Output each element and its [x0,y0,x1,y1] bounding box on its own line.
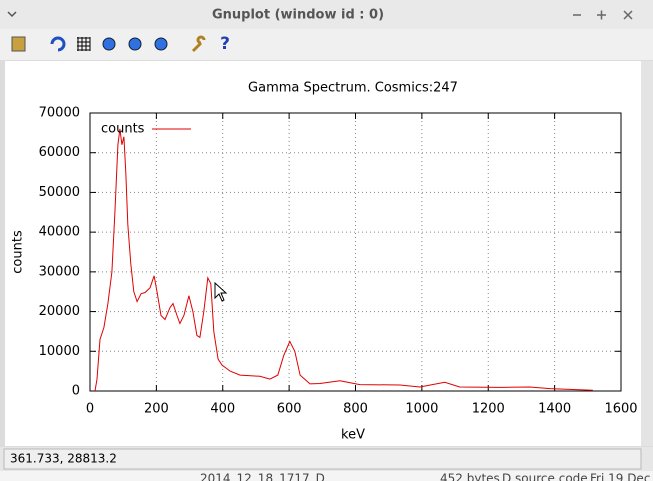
status-box [3,448,642,470]
toolbar-icons: ? [11,34,230,54]
copy-icon[interactable] [11,36,26,52]
legend-label: counts [101,122,145,137]
y-tick-label: 60000 [39,145,80,160]
y-tick-label: 0 [72,384,80,399]
x-tick-label: 1000 [405,402,438,417]
y-tick-label: 70000 [39,106,80,121]
close[interactable] [623,10,633,20]
title-bar [0,0,653,29]
next-zoom-icon[interactable] [128,37,142,51]
toolbar [0,29,653,60]
plot-canvas [5,61,641,446]
window-title: Gnuplot (window id : 0) [212,8,384,23]
window-menu[interactable] [7,11,17,18]
plot: 0 10000 20000 30000 40000 50000 60000 70000 0 200… [39,106,638,417]
prev-zoom-icon[interactable] [102,37,116,51]
x-tick-label: 200 [144,402,169,417]
autoscale-icon[interactable] [154,37,168,51]
config-icon[interactable] [191,35,206,53]
maximize[interactable] [597,10,606,20]
background-text: D source code [502,472,588,481]
status-text: 361.733, 28813.2 [10,452,117,466]
x-tick-label: 1200 [472,402,505,417]
y-tick-label: 30000 [39,264,80,279]
background-text: 452 bytes [440,472,500,481]
side-strip [641,61,653,446]
background-text: 2014_12_18_1717_D [200,472,325,481]
x-tick-label: 1400 [538,402,571,417]
y-tick-label: 20000 [39,304,80,319]
chart-title: Gamma Spectrum. Cosmics:247 [248,81,458,96]
help-icon[interactable]: ? [220,34,230,54]
x-tick-label: 0 [86,402,94,417]
y-axis-label: counts [11,230,26,274]
replot-icon[interactable] [50,36,66,52]
x-tick-label: 600 [277,402,302,417]
x-tick-label: 1600 [604,402,637,417]
mouse-cursor [214,281,228,302]
plot-border [89,112,622,392]
series-line [94,128,593,392]
x-axis-label: keV [341,428,365,443]
background-window [0,471,653,481]
x-tick-label: 400 [210,402,235,417]
background-text: Fri 19 Dec 2 [590,472,653,481]
y-tick-label: 40000 [39,225,80,240]
y-tick-label: 50000 [39,185,80,200]
grid-icon[interactable] [77,37,91,51]
x-tick-label: 800 [343,402,368,417]
y-tick-label: 10000 [39,344,80,359]
